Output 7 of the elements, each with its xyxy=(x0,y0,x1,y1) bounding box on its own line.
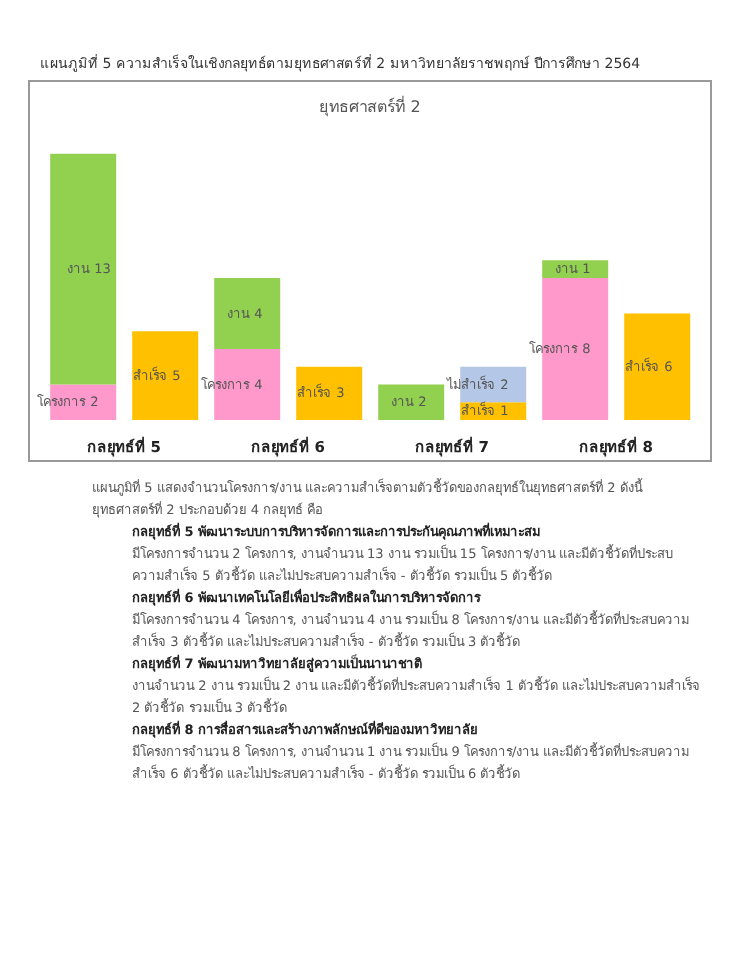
bar xyxy=(214,278,281,349)
bar xyxy=(50,153,117,385)
bar xyxy=(132,331,199,420)
bar xyxy=(624,313,691,420)
bar xyxy=(296,366,363,420)
chart-subtitle: ยุทธศาสตร์ที่ 2 xyxy=(317,94,423,120)
bar xyxy=(378,384,445,420)
